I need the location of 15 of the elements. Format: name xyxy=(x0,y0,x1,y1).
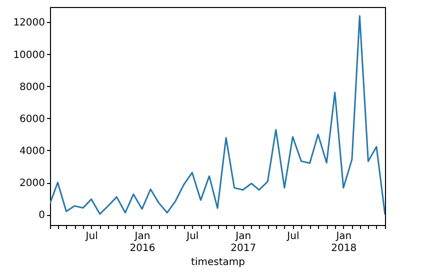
x-tick-label: Jul xyxy=(186,231,199,242)
y-tick-label: 2000 xyxy=(20,178,45,190)
line-series xyxy=(50,15,385,216)
x-tick-label: Jul xyxy=(286,231,300,242)
y-tick-label: 6000 xyxy=(20,114,45,125)
y-tick-label: 0 xyxy=(38,210,45,222)
x-tick-label: Jan 2018 xyxy=(331,231,357,254)
x-axis-title: timestamp xyxy=(191,257,245,268)
x-tick-label: Jul xyxy=(84,231,98,242)
y-tick-label: 12000 xyxy=(13,18,45,29)
y-tick-label: 10000 xyxy=(13,50,45,61)
x-tick-label: Jan 2017 xyxy=(230,231,256,254)
y-tick-label: 8000 xyxy=(20,82,45,93)
x-tick-label: Jan 2016 xyxy=(130,231,156,254)
y-tick-label: 4000 xyxy=(20,146,45,157)
